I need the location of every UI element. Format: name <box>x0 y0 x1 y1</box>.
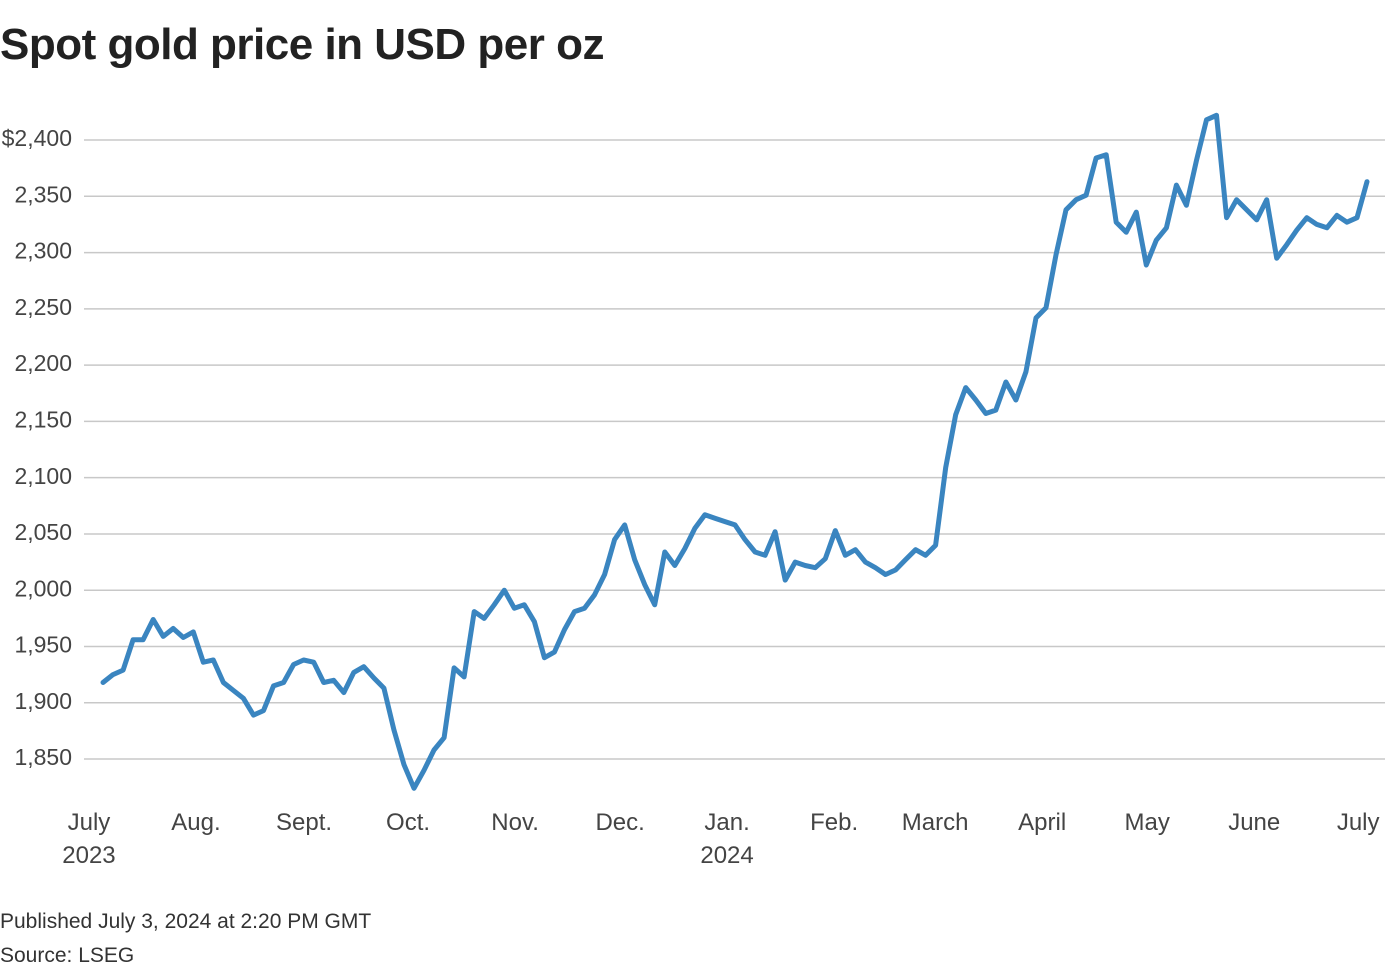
x-tick-label: Sept. <box>276 809 333 836</box>
y-tick-label: 2,050 <box>14 519 72 545</box>
y-tick-label: 2,000 <box>14 575 72 601</box>
x-tick-label: Jan. 2024 <box>700 809 754 869</box>
x-tick-label: Aug. <box>171 809 221 836</box>
y-tick-label: 2,250 <box>14 294 72 320</box>
published: Published July 3, 2024 at 2:20 PM GMT <box>0 910 372 933</box>
y-tick-label: 2,200 <box>14 350 72 376</box>
price-line <box>100 112 1370 791</box>
source: Source: LSEG <box>0 944 135 967</box>
x-tick-label: June <box>1228 809 1281 836</box>
y-tick-label: 2,100 <box>14 463 72 489</box>
x-tick-label: Dec. <box>595 809 645 836</box>
x-tick-label: March <box>901 809 969 836</box>
x-tick-label: May <box>1124 809 1170 836</box>
x-tick-label: Nov. <box>491 809 539 836</box>
y-tick-label: $2,400 <box>2 125 72 151</box>
x-tick-label: July <box>1336 809 1380 836</box>
x-tick-label: Oct. <box>386 809 431 836</box>
y-tick-label: 1,950 <box>14 632 72 658</box>
y-tick-label: 2,300 <box>14 238 72 264</box>
y-tick-label: 1,850 <box>14 744 72 770</box>
y-tick-label: 2,350 <box>14 181 72 207</box>
x-tick-label: April <box>1018 809 1067 836</box>
y-tick-label: 2,150 <box>14 406 72 432</box>
y-tick-label: 1,900 <box>14 688 72 714</box>
x-tick-label: July 2023 <box>62 809 116 869</box>
chart-title: Spot gold price in USD per oz <box>0 20 604 69</box>
x-tick-label: Feb. <box>810 809 859 836</box>
